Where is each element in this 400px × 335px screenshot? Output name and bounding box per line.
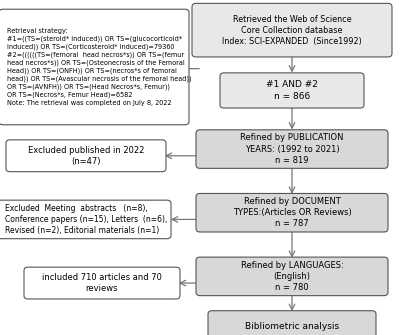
Text: Refined by LANGUAGES:
(English)
n = 780: Refined by LANGUAGES: (English) n = 780	[241, 261, 343, 292]
Text: Bibliometric analysis: Bibliometric analysis	[245, 322, 339, 331]
FancyBboxPatch shape	[24, 267, 180, 299]
Text: Retrieved the Web of Science
Core Collection database
Index: SCI-EXPANDED  (Sinc: Retrieved the Web of Science Core Collec…	[222, 14, 362, 46]
Text: Excluded published in 2022
(n=47): Excluded published in 2022 (n=47)	[28, 146, 144, 166]
FancyBboxPatch shape	[0, 200, 171, 239]
Text: #1 AND #2
n = 866: #1 AND #2 n = 866	[266, 80, 318, 100]
FancyBboxPatch shape	[196, 130, 388, 168]
Text: Excluded  Meeting  abstracts   (n=8),
Conference papers (n=15), Letters  (n=6),
: Excluded Meeting abstracts (n=8), Confer…	[5, 204, 167, 235]
Text: included 710 articles and 70
reviews: included 710 articles and 70 reviews	[42, 273, 162, 293]
FancyBboxPatch shape	[192, 3, 392, 57]
FancyBboxPatch shape	[220, 73, 364, 108]
FancyBboxPatch shape	[208, 311, 376, 335]
FancyBboxPatch shape	[196, 257, 388, 295]
Text: Refined by PUBLICATION
YEARS: (1992 to 2021)
n = 819: Refined by PUBLICATION YEARS: (1992 to 2…	[240, 133, 344, 165]
FancyBboxPatch shape	[196, 194, 388, 232]
FancyBboxPatch shape	[0, 9, 189, 125]
FancyBboxPatch shape	[6, 140, 166, 172]
Text: Retrieval strategy:
#1=((TS=(steroid* induced)) OR TS=(glucocorticoid*
induced)): Retrieval strategy: #1=((TS=(steroid* in…	[7, 28, 192, 106]
Text: Refined by DOCUMENT
TYPES:(Articles OR Reviews)
n = 787: Refined by DOCUMENT TYPES:(Articles OR R…	[233, 197, 351, 228]
